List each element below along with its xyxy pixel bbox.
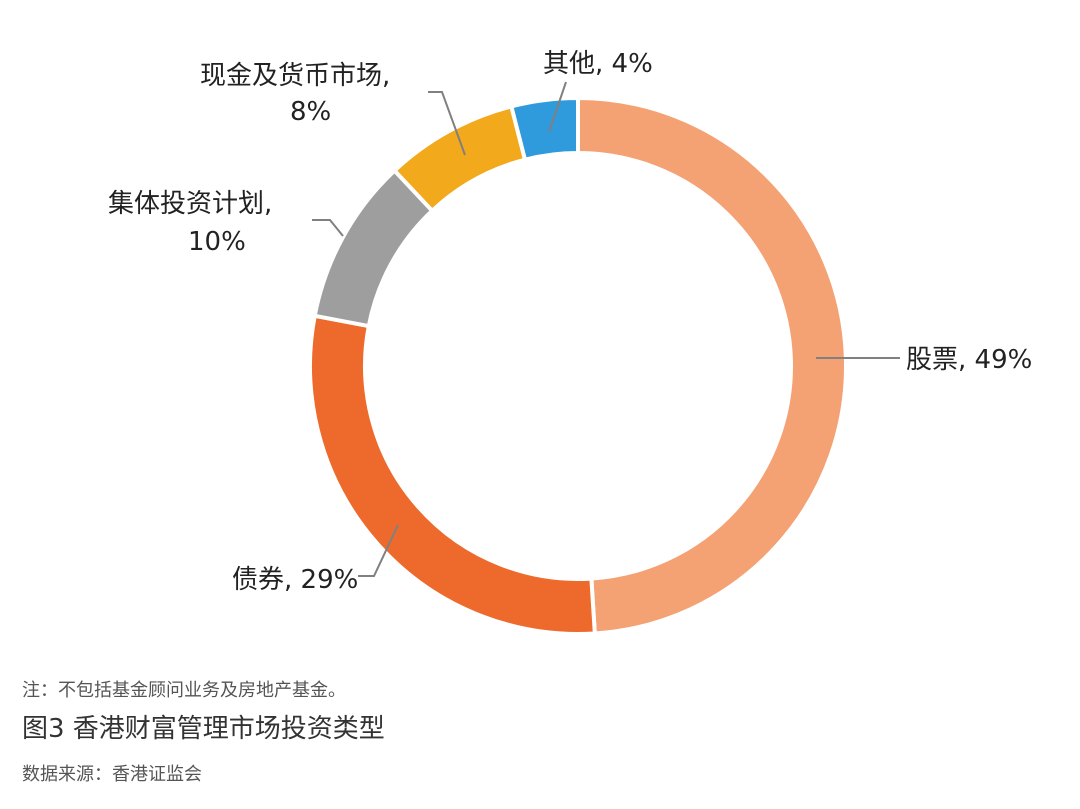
chart-note: 注：不包括基金顾问业务及房地产基金。	[22, 680, 346, 701]
figure-title: 图3 香港财富管理市场投资类型	[22, 714, 385, 744]
slice-label-1: 股票, 49%	[906, 345, 1032, 375]
slice-label-2: 债券, 29%	[232, 565, 358, 595]
donut-slices	[308, 95, 848, 636]
slice-5	[508, 95, 580, 163]
slice-1	[576, 95, 848, 636]
leader-lines	[312, 81, 900, 577]
leader-line-5	[548, 81, 567, 133]
leader-line-4	[428, 91, 466, 156]
slice-value-4: 8%	[290, 97, 331, 127]
leader-line-2	[358, 524, 399, 577]
donut-chart: 股票, 49% 债券, 29% 集体投资计划, 10% 现金及货币市场, 8% 其他, 4%	[108, 49, 1032, 636]
slice-labels: 股票, 49% 债券, 29% 集体投资计划, 10% 现金及货币市场, 8% 其他, 4%	[108, 49, 1032, 595]
slice-label-5: 其他, 4%	[543, 49, 653, 79]
leader-line-3	[312, 219, 344, 237]
slice-value-3: 10%	[188, 227, 246, 257]
slice-label-3: 集体投资计划,	[108, 189, 272, 219]
slice-label-4: 现金及货币市场,	[200, 61, 390, 91]
data-source: 数据来源：香港证监会	[22, 764, 202, 785]
